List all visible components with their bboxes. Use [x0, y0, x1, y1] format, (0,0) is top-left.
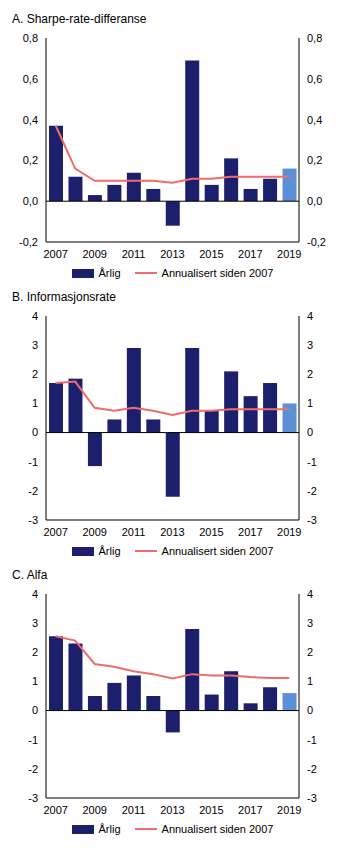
- svg-text:3: 3: [32, 339, 38, 351]
- svg-text:0,2: 0,2: [23, 154, 38, 166]
- svg-text:0: 0: [307, 704, 313, 716]
- svg-text:0: 0: [32, 426, 38, 438]
- svg-text:-1: -1: [28, 456, 38, 468]
- svg-text:-3: -3: [28, 514, 38, 526]
- svg-text:3: 3: [307, 617, 313, 629]
- svg-text:2015: 2015: [199, 248, 223, 260]
- svg-text:2015: 2015: [199, 804, 223, 816]
- svg-text:2011: 2011: [122, 804, 146, 816]
- svg-text:0,4: 0,4: [23, 114, 38, 126]
- svg-text:0,8: 0,8: [307, 32, 322, 44]
- svg-text:2011: 2011: [122, 248, 146, 260]
- svg-text:2009: 2009: [82, 804, 106, 816]
- html-text:B. Informasjonsrate: B. Informasjonsrate: [12, 290, 116, 304]
- svg-text:2019: 2019: [277, 804, 301, 816]
- svg-text:0,2: 0,2: [307, 154, 322, 166]
- svg-text:3: 3: [32, 617, 38, 629]
- svg-text:2: 2: [307, 646, 313, 658]
- svg-text:4: 4: [32, 310, 38, 322]
- svg-text:2019: 2019: [277, 526, 301, 538]
- svg-text:-1: -1: [307, 456, 317, 468]
- html-text:C. Alfa: C. Alfa: [12, 568, 48, 582]
- svg-text:2013: 2013: [160, 804, 184, 816]
- svg-text:2: 2: [32, 368, 38, 380]
- svg-text:-2: -2: [307, 485, 317, 497]
- svg-text:2007: 2007: [43, 804, 67, 816]
- svg-text:0,6: 0,6: [23, 73, 38, 85]
- svg-text:2007: 2007: [43, 526, 67, 538]
- svg-text:2007: 2007: [43, 248, 67, 260]
- svg-text:0: 0: [307, 426, 313, 438]
- svg-text:1: 1: [307, 397, 313, 409]
- html-text:Annualisert siden 2007: Annualisert siden 2007: [161, 267, 274, 279]
- svg-text:2013: 2013: [160, 248, 184, 260]
- html-text:Annualisert siden 2007: Annualisert siden 2007: [161, 823, 274, 835]
- svg-text:2009: 2009: [82, 248, 106, 260]
- svg-text:1: 1: [32, 675, 38, 687]
- svg-text:2011: 2011: [122, 526, 146, 538]
- svg-text:2: 2: [307, 368, 313, 380]
- svg-text:2009: 2009: [82, 526, 106, 538]
- svg-text:4: 4: [307, 588, 313, 600]
- svg-text:-3: -3: [28, 792, 38, 804]
- html-text:Årlig: Årlig: [98, 267, 121, 279]
- svg-text:1: 1: [32, 397, 38, 409]
- svg-text:1: 1: [307, 675, 313, 687]
- svg-text:2017: 2017: [238, 248, 262, 260]
- svg-text:0,4: 0,4: [307, 114, 322, 126]
- svg-text:-3: -3: [307, 792, 317, 804]
- svg-text:-0,2: -0,2: [19, 236, 38, 248]
- svg-text:-2: -2: [307, 763, 317, 775]
- svg-text:-3: -3: [307, 514, 317, 526]
- svg-text:2: 2: [32, 646, 38, 658]
- svg-text:-1: -1: [28, 734, 38, 746]
- svg-text:-0,2: -0,2: [307, 236, 326, 248]
- html-text:A. Sharpe-rate-differanse: A. Sharpe-rate-differanse: [12, 12, 147, 26]
- svg-text:2017: 2017: [238, 804, 262, 816]
- svg-text:0,0: 0,0: [307, 195, 322, 207]
- svg-text:3: 3: [307, 339, 313, 351]
- svg-text:4: 4: [307, 310, 313, 322]
- svg-text:-1: -1: [307, 734, 317, 746]
- svg-text:2019: 2019: [277, 248, 301, 260]
- svg-text:-2: -2: [28, 763, 38, 775]
- svg-text:4: 4: [32, 588, 38, 600]
- html-text:Annualisert siden 2007: Annualisert siden 2007: [161, 545, 274, 557]
- svg-text:2017: 2017: [238, 526, 262, 538]
- svg-text:2015: 2015: [199, 526, 223, 538]
- html-text:Årlig: Årlig: [98, 823, 121, 835]
- html-text:Årlig: Årlig: [98, 545, 121, 557]
- svg-text:0,8: 0,8: [23, 32, 38, 44]
- svg-text:0,6: 0,6: [307, 73, 322, 85]
- svg-text:0: 0: [32, 704, 38, 716]
- svg-text:0,0: 0,0: [23, 195, 38, 207]
- svg-text:2013: 2013: [160, 526, 184, 538]
- svg-text:-2: -2: [28, 485, 38, 497]
